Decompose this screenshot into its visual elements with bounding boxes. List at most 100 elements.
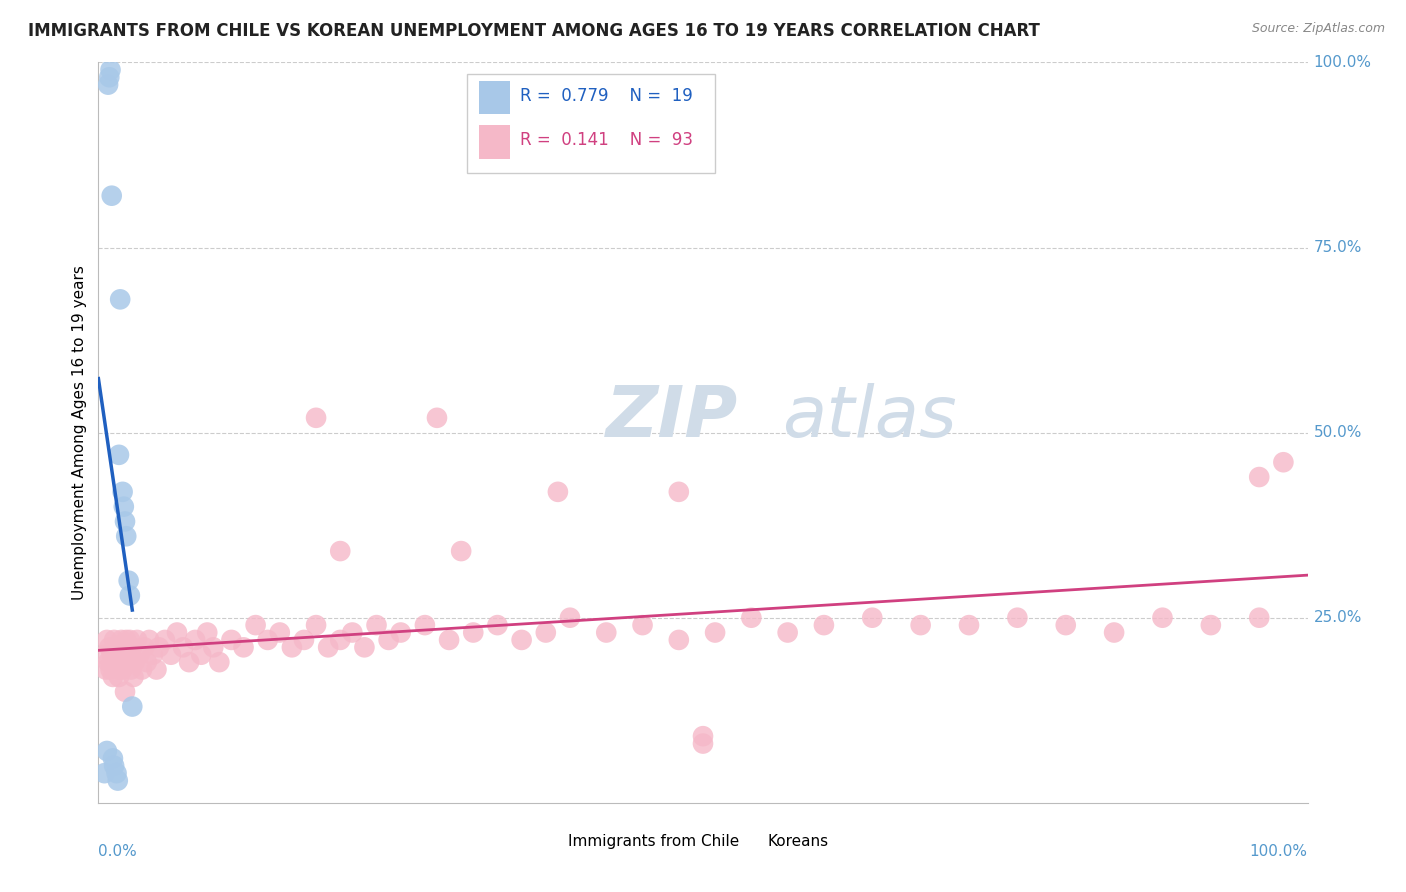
Bar (734, 829, 759, 851)
Point (93, 648, 115, 662)
Point (1199, 618, 1222, 632)
Point (256, 632, 278, 647)
Point (148, 640, 170, 655)
Point (128, 648, 150, 662)
Point (160, 648, 183, 662)
Point (463, 625, 485, 640)
Point (413, 618, 436, 632)
Point (329, 632, 352, 647)
Point (437, 632, 460, 647)
Text: ZIP: ZIP (606, 384, 738, 452)
Point (190, 648, 212, 662)
Point (118, 574, 141, 588)
Point (776, 625, 799, 640)
Point (111, 484, 134, 499)
Point (131, 663, 153, 677)
Point (558, 610, 581, 624)
Point (269, 625, 291, 640)
Point (631, 618, 654, 632)
Point (316, 640, 339, 655)
Point (208, 655, 231, 669)
Text: 25.0%: 25.0% (1313, 610, 1362, 625)
Point (104, 655, 127, 669)
Point (595, 625, 617, 640)
Point (1152, 610, 1174, 624)
Point (426, 410, 449, 425)
Bar (479, 81, 509, 114)
Point (377, 632, 399, 647)
Point (135, 655, 157, 669)
Point (105, 640, 128, 655)
Point (860, 610, 883, 624)
Point (108, 670, 131, 684)
Point (101, 751, 124, 765)
Point (100, 648, 122, 662)
Point (1007, 610, 1029, 624)
FancyBboxPatch shape (467, 73, 716, 173)
Point (103, 632, 125, 647)
Point (120, 663, 142, 677)
Point (692, 737, 714, 751)
Y-axis label: Unemployment Among Ages 16 to 19 years: Unemployment Among Ages 16 to 19 years (72, 265, 87, 600)
Point (114, 685, 136, 699)
Point (108, 293, 131, 307)
Point (112, 500, 135, 514)
Point (813, 618, 835, 632)
Point (96, 744, 118, 758)
Point (107, 773, 129, 788)
Point (1272, 455, 1295, 469)
Point (117, 655, 139, 669)
Point (108, 448, 131, 462)
Point (510, 632, 533, 647)
Point (1054, 618, 1077, 632)
Text: 100.0%: 100.0% (1250, 844, 1308, 858)
Point (281, 640, 304, 655)
Text: R =  0.141    N =  93: R = 0.141 N = 93 (520, 131, 693, 149)
Point (668, 632, 690, 647)
Point (184, 632, 207, 647)
Point (172, 640, 194, 655)
Point (105, 766, 128, 780)
Point (118, 589, 141, 603)
Point (910, 618, 932, 632)
Point (114, 515, 136, 529)
Point (97, 655, 120, 669)
Point (547, 484, 569, 499)
Point (353, 640, 375, 655)
Point (305, 410, 328, 425)
Point (366, 618, 388, 632)
Point (112, 648, 135, 662)
Point (692, 729, 714, 743)
Text: 75.0%: 75.0% (1313, 240, 1362, 255)
Point (100, 663, 122, 677)
Point (108, 648, 131, 662)
Point (668, 484, 690, 499)
Point (118, 632, 141, 647)
Point (97, 78, 120, 92)
Point (342, 625, 364, 640)
Point (134, 640, 156, 655)
Point (110, 632, 132, 647)
Point (142, 648, 165, 662)
Point (195, 625, 218, 640)
Point (100, 62, 122, 77)
Point (232, 640, 254, 655)
Point (166, 625, 188, 640)
Point (127, 632, 149, 647)
Point (1249, 610, 1271, 624)
Point (1102, 625, 1125, 640)
Point (115, 529, 138, 543)
Point (100, 188, 122, 202)
Point (138, 632, 160, 647)
Point (107, 663, 129, 677)
Point (534, 625, 557, 640)
Text: 0.0%: 0.0% (98, 844, 138, 858)
Point (103, 758, 125, 772)
Text: R =  0.779    N =  19: R = 0.779 N = 19 (520, 87, 693, 104)
Text: 100.0%: 100.0% (1313, 55, 1372, 70)
Bar (534, 829, 561, 851)
Text: Koreans: Koreans (768, 834, 828, 849)
Text: Source: ZipAtlas.com: Source: ZipAtlas.com (1251, 22, 1385, 36)
Point (305, 618, 328, 632)
Point (111, 663, 134, 677)
